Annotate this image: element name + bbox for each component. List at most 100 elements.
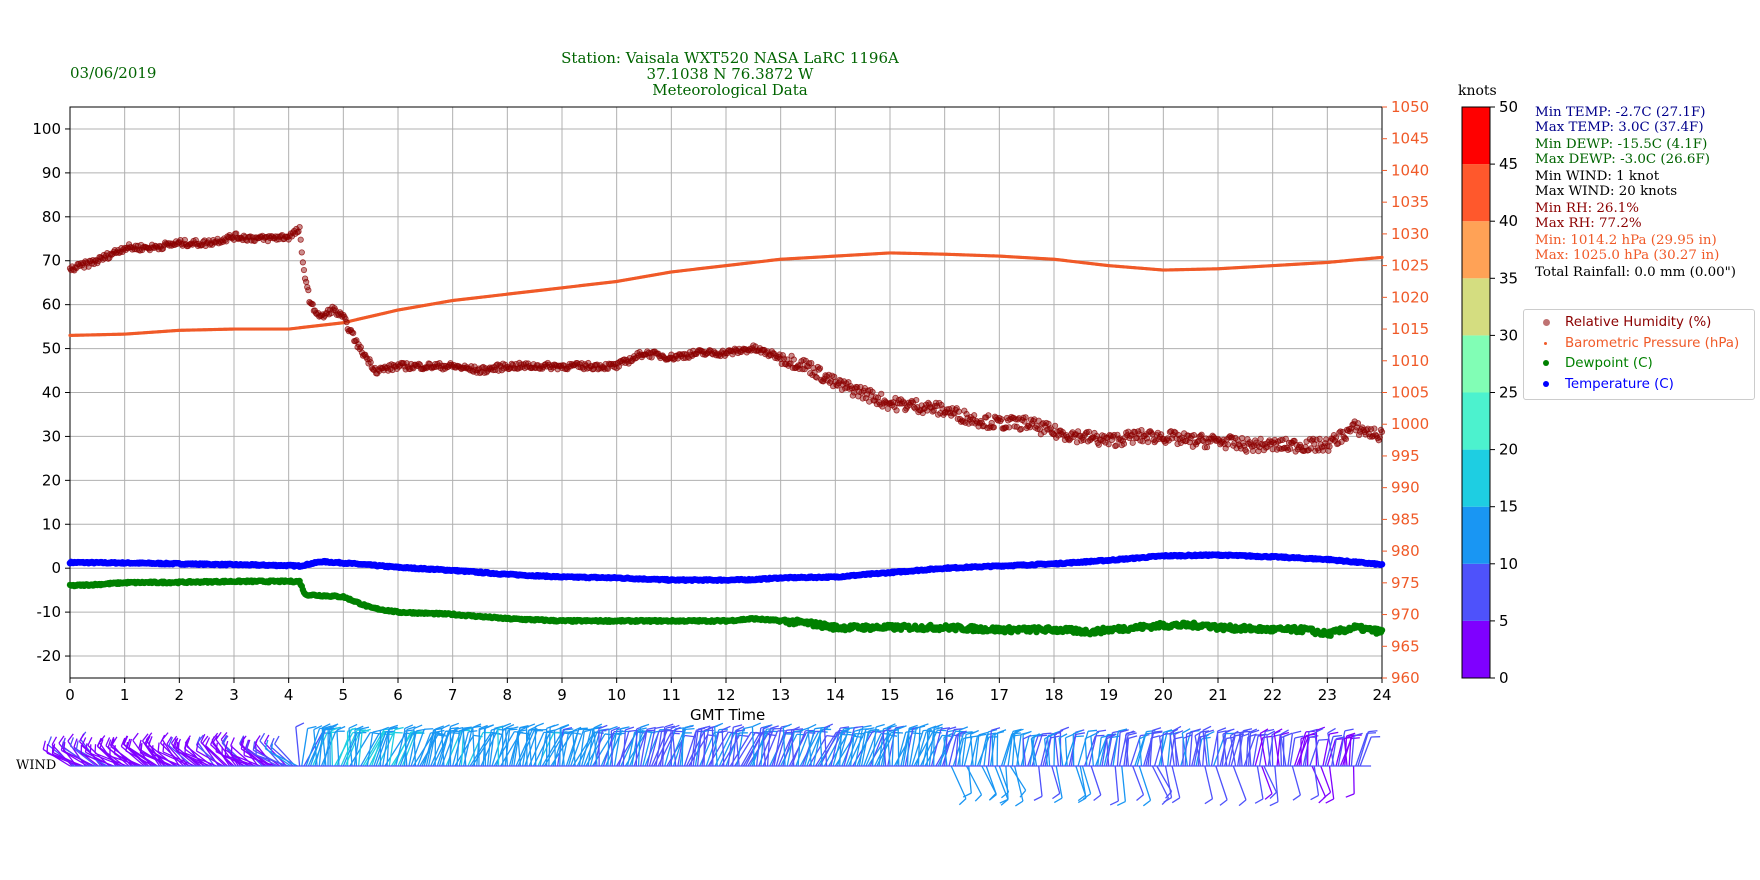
x-tick-label: 6 xyxy=(393,686,403,704)
x-tick-label: 24 xyxy=(1372,686,1391,704)
rh-point xyxy=(1190,432,1198,439)
x-tick-label: 8 xyxy=(503,686,513,704)
y-left-tick-label: 90 xyxy=(42,164,61,182)
y-left-tick-label: 50 xyxy=(42,340,61,358)
rh-point xyxy=(1378,428,1386,436)
rh-point xyxy=(367,359,374,366)
x-tick-label: 0 xyxy=(65,686,75,704)
y-left-tick-label: 60 xyxy=(42,296,61,314)
x-tick-label: 21 xyxy=(1208,686,1227,704)
x-tick-label: 7 xyxy=(448,686,458,704)
x-tick-label: 20 xyxy=(1154,686,1173,704)
rh-point xyxy=(1224,441,1231,448)
rh-point xyxy=(1018,425,1025,433)
rh-point xyxy=(985,412,992,419)
y-right-tick-label: 980 xyxy=(1391,542,1420,560)
wind-barb-flag xyxy=(75,740,79,750)
y-left-tick-label: 10 xyxy=(42,515,61,533)
rh-point xyxy=(297,236,304,243)
y-right-tick-label: 970 xyxy=(1391,606,1420,624)
date-label: 03/06/2019 xyxy=(70,64,157,82)
x-tick-label: 2 xyxy=(175,686,185,704)
y-left-tick-label: 100 xyxy=(32,120,61,138)
y-right-tick-label: 1040 xyxy=(1391,161,1429,179)
rh-point xyxy=(296,223,303,231)
title-line-station: Station: Vaisala WXT520 NASA LaRC 1196A xyxy=(561,49,899,67)
y-right-tick-label: 965 xyxy=(1391,637,1420,655)
x-tick-label: 17 xyxy=(990,686,1009,704)
wind-barb-flag xyxy=(52,743,56,753)
y-right-tick-label: 1020 xyxy=(1391,288,1429,306)
rh-point xyxy=(1354,420,1362,427)
y-left-tick-label: -20 xyxy=(37,647,62,665)
rh-point xyxy=(1342,435,1350,443)
rh-point xyxy=(1287,445,1294,452)
rh-point xyxy=(300,266,308,274)
y-right-tick-label: 1050 xyxy=(1391,98,1429,116)
dewpoint-point xyxy=(1378,626,1386,634)
rh-point xyxy=(1332,434,1340,441)
y-right-tick-label: 1025 xyxy=(1391,257,1429,275)
rh-point xyxy=(1022,414,1029,421)
rh-point xyxy=(309,301,316,308)
y-right-tick-label: 1000 xyxy=(1391,415,1429,433)
chart-title: Station: Vaisala WXT520 NASA LaRC 1196A … xyxy=(500,50,960,98)
rh-point xyxy=(971,412,978,419)
rh-point xyxy=(1371,425,1378,432)
x-tick-label: 22 xyxy=(1263,686,1282,704)
rh-point xyxy=(816,365,824,372)
x-tick-label: 1 xyxy=(120,686,130,704)
rh-point xyxy=(869,388,876,396)
y-right-tick-label: 1030 xyxy=(1391,225,1429,243)
x-tick-label: 14 xyxy=(826,686,845,704)
rh-point xyxy=(648,354,655,361)
y-right-tick-label: 990 xyxy=(1391,479,1420,497)
rh-point xyxy=(1203,444,1211,451)
y-right-tick-label: 1015 xyxy=(1391,320,1429,338)
y-left-tick-label: 40 xyxy=(42,384,61,402)
wind-barb-flag xyxy=(47,736,52,746)
rh-point xyxy=(1376,434,1383,441)
rh-point xyxy=(1144,439,1152,446)
rh-point xyxy=(1326,443,1333,450)
y-left-tick-label: 30 xyxy=(42,427,61,445)
rh-point xyxy=(1129,439,1136,446)
x-tick-label: 11 xyxy=(662,686,681,704)
pressure-point xyxy=(1380,255,1384,259)
y-right-tick-label: 1035 xyxy=(1391,193,1429,211)
y-left-tick-label: 20 xyxy=(42,471,61,489)
wind-barb-flag xyxy=(69,737,74,747)
y-right-tick-label: 975 xyxy=(1391,574,1420,592)
x-tick-label: 9 xyxy=(557,686,567,704)
rh-point xyxy=(1257,435,1264,442)
y-left-tick-label: -10 xyxy=(37,603,62,621)
y-right-tick-label: 995 xyxy=(1391,447,1420,465)
wind-barb-flag xyxy=(51,736,58,745)
rh-point xyxy=(1243,448,1250,455)
rh-point xyxy=(913,397,920,404)
rh-point xyxy=(1316,435,1323,442)
x-tick-label: 23 xyxy=(1318,686,1337,704)
rh-point xyxy=(350,330,357,337)
rh-point xyxy=(893,407,900,414)
rh-point xyxy=(878,390,885,397)
wind-barb-flag xyxy=(46,744,49,754)
wind-barb-flag xyxy=(42,740,46,750)
rh-point xyxy=(298,249,305,256)
x-tick-label: 4 xyxy=(284,686,294,704)
rh-point xyxy=(990,424,997,431)
y-right-tick-label: 960 xyxy=(1391,669,1420,687)
y-right-tick-label: 1005 xyxy=(1391,384,1429,402)
x-tick-label: 10 xyxy=(607,686,626,704)
y-left-tick-label: 70 xyxy=(42,252,61,270)
rh-point xyxy=(305,287,312,294)
rh-point xyxy=(299,259,306,266)
rh-point xyxy=(790,356,797,363)
rh-point xyxy=(955,408,962,415)
x-tick-label: 12 xyxy=(716,686,735,704)
y-right-tick-label: 985 xyxy=(1391,510,1420,528)
rh-point xyxy=(1113,442,1120,449)
x-tick-label: 13 xyxy=(771,686,790,704)
x-tick-label: 15 xyxy=(880,686,899,704)
